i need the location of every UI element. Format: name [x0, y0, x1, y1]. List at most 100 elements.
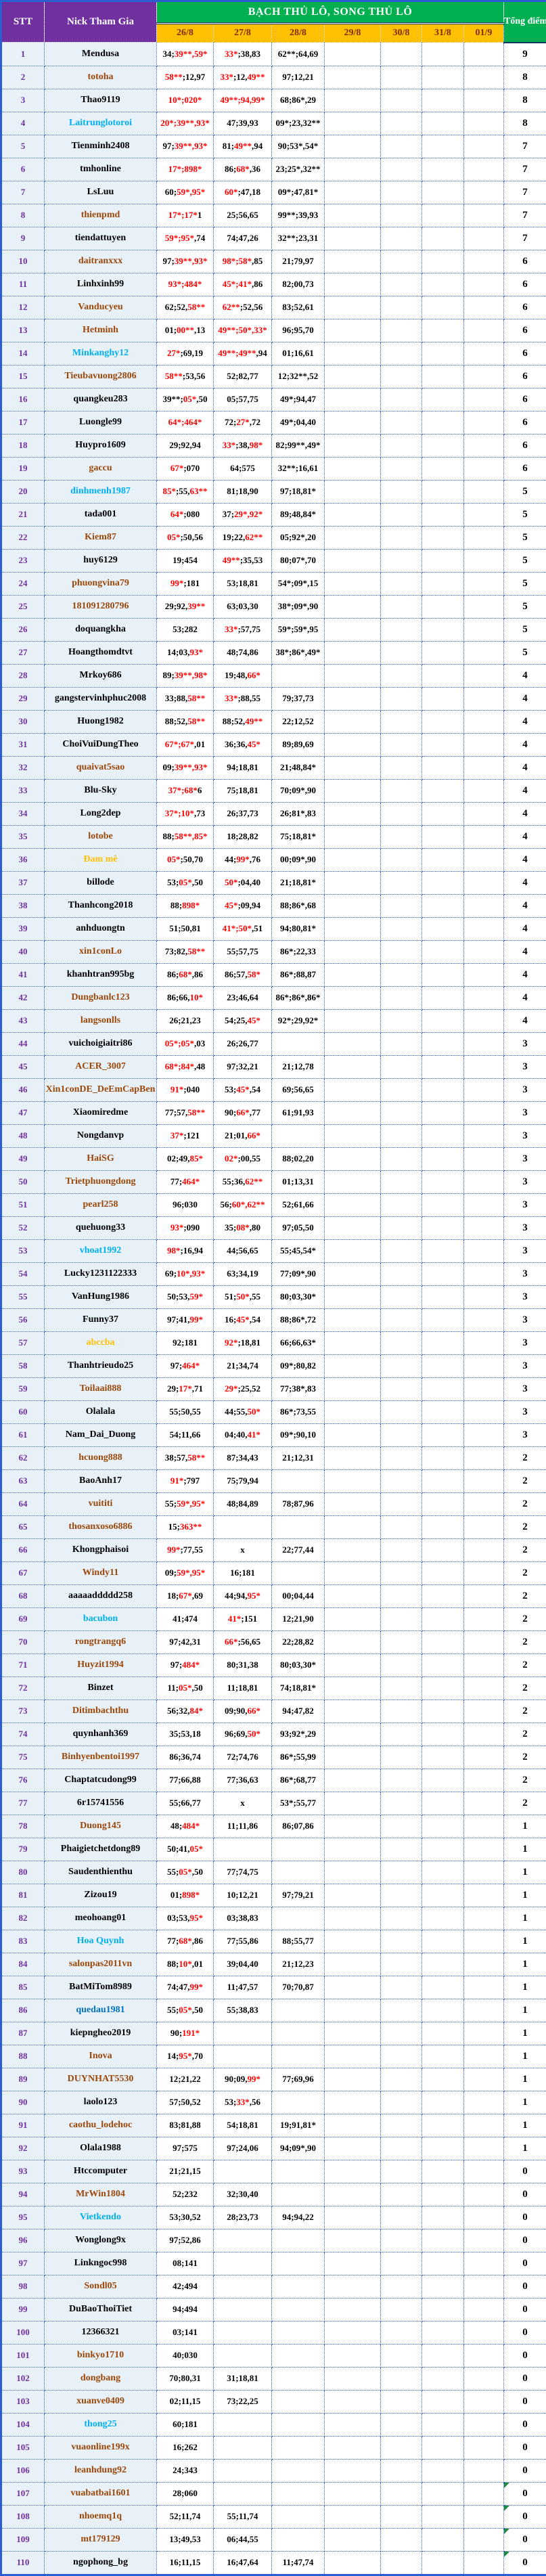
score-cell-26-8: 05*;50,70: [157, 848, 214, 871]
total-points-cell: 6: [504, 250, 546, 273]
total-points-value: 2: [522, 1729, 528, 1739]
score-cell-31-8: [422, 1607, 464, 1630]
score-number: 89;: [162, 670, 174, 680]
score-cell-28-8: 93;92*,29: [272, 1723, 325, 1746]
score-cell-30-8: [381, 825, 422, 848]
score-cell-28-8: 74;18,81*: [272, 1676, 325, 1700]
score-number: 97;: [162, 256, 174, 266]
score-number: 89;89,69: [282, 739, 314, 749]
hit-number: 39**,93*: [175, 762, 208, 772]
score-cell-29-8: [325, 1469, 381, 1492]
total-points-value: 3: [522, 1107, 528, 1118]
score-cell-27-8: 97;24,06: [214, 2137, 272, 2160]
score-cell-26-8: 57;50,52: [157, 2091, 214, 2114]
score-cell-30-8: [381, 2275, 422, 2298]
score-cell-31-8: [422, 434, 464, 457]
score-cell-27-8: 47;39,93: [214, 112, 272, 135]
score-cell-01-9: [464, 1630, 504, 1653]
score-cell-31-8: [422, 940, 464, 963]
score-cell-28-8: [272, 2183, 325, 2206]
score-cell-31-8: [422, 204, 464, 227]
row-number: 20: [1, 480, 45, 503]
score-cell-31-8: [422, 1584, 464, 1607]
score-number: 55;: [167, 1867, 179, 1877]
score-cell-01-9: [464, 1930, 504, 1953]
column-header-date-28-8: 28/8: [272, 24, 325, 43]
score-cell-31-8: [422, 2183, 464, 2206]
total-points-cell: 2: [504, 1492, 546, 1515]
nick-name: quedau1981: [45, 1999, 157, 2022]
score-cell-26-8: 77;57,58**: [157, 1101, 214, 1124]
score-cell-29-8: [325, 1815, 381, 1838]
score-number: ,73: [194, 808, 205, 818]
hit-number: 37*;10*: [165, 808, 194, 818]
score-number: ,13: [194, 325, 205, 335]
score-cell-31-8: [422, 457, 464, 480]
score-cell-30-8: [381, 1193, 422, 1216]
score-number: 55;38,83: [227, 2005, 258, 2015]
score-cell-01-9: [464, 2114, 504, 2137]
score-number: 90;53*,54*: [278, 141, 319, 151]
score-number: 19;91,81*: [280, 2120, 316, 2130]
score-number: 53;: [225, 2097, 236, 2107]
score-cell-01-9: [464, 250, 504, 273]
score-cell-31-8: [422, 1884, 464, 1907]
row-number: 104: [1, 2413, 45, 2436]
score-cell-26-8: 55;05*,50: [157, 1861, 214, 1884]
score-cell-27-8: 92*;18,81: [214, 1331, 272, 1354]
nick-name: Phaigietchetdong89: [45, 1838, 157, 1861]
hit-number: 484*: [182, 1660, 200, 1670]
nick-name: Thanhcong2018: [45, 894, 157, 917]
nick-name: ChoiVuiDungTheo: [45, 733, 157, 756]
total-points-cell: 2: [504, 1584, 546, 1607]
score-cell-01-9: [464, 227, 504, 250]
score-cell-26-8: 11;05*,50: [157, 1676, 214, 1700]
score-number: 88;: [162, 831, 174, 841]
score-cell-30-8: [381, 1561, 422, 1584]
total-points-cell: 0: [504, 2505, 546, 2528]
score-cell-27-8: 02*;00,55: [214, 1147, 272, 1170]
score-number: 88;: [167, 1959, 179, 1969]
score-number: 02;49,: [167, 1153, 190, 1163]
score-cell-26-8: 92;181: [157, 1331, 214, 1354]
row-number: 40: [1, 940, 45, 963]
total-points-value: 3: [522, 1406, 528, 1417]
score-cell-28-8: 97;12,21: [272, 66, 325, 89]
score-cell-30-8: [381, 2252, 422, 2275]
score-cell-27-8: 11;18,81: [214, 1676, 272, 1700]
total-points-cell: 1: [504, 2091, 546, 2114]
nick-name: tmhonline: [45, 158, 157, 181]
score-cell-29-8: [325, 2183, 381, 2206]
score-cell-26-8: 53;30,52: [157, 2206, 214, 2229]
score-number: 62**;64,69: [278, 49, 319, 59]
score-number: ;16,94: [180, 1245, 203, 1256]
score-number: 97;: [162, 141, 174, 151]
score-cell-29-8: [325, 664, 381, 687]
score-cell-26-8: 09;39**,93*: [157, 756, 214, 779]
score-number: 86;66,: [167, 992, 190, 1002]
nick-name: Olalala: [45, 1400, 157, 1423]
score-number: ;090: [183, 1222, 200, 1233]
row-number: 16: [1, 388, 45, 411]
total-points-value: 6: [522, 279, 528, 290]
score-cell-29-8: [325, 1861, 381, 1884]
total-points-cell: 4: [504, 687, 546, 710]
score-cell-31-8: [422, 963, 464, 986]
total-points-cell: 2: [504, 1700, 546, 1723]
hit-number: 64*: [170, 509, 184, 519]
hit-number: 10*,93*: [177, 1268, 205, 1279]
score-cell-29-8: [325, 1999, 381, 2022]
score-cell-27-8: 49**;49**,94: [214, 342, 272, 365]
score-cell-29-8: [325, 733, 381, 756]
row-number: 23: [1, 549, 45, 572]
score-cell-31-8: [422, 2160, 464, 2183]
score-cell-01-9: [464, 2091, 504, 2114]
total-points-cell: 6: [504, 342, 546, 365]
nick-name: 12366321: [45, 2321, 157, 2344]
score-cell-28-8: [272, 1561, 325, 1584]
